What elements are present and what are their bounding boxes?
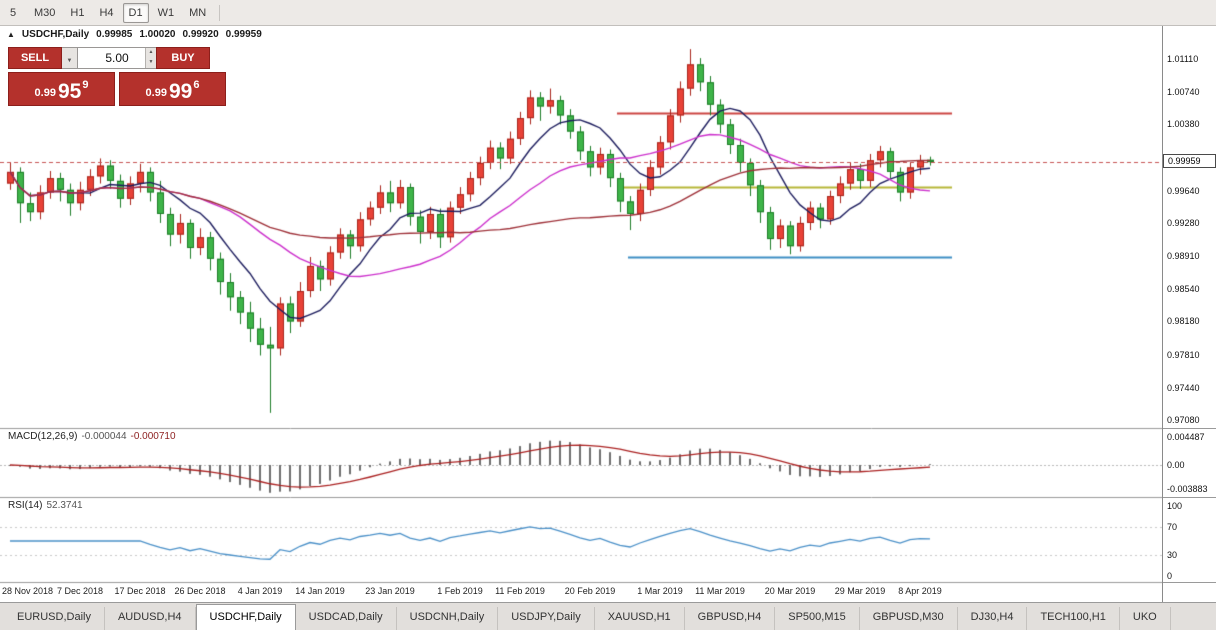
rsi-label: RSI(14) 52.3741: [8, 500, 83, 511]
toolbar-separator: [219, 4, 221, 21]
date-axis-label: 11 Mar 2019: [695, 586, 745, 596]
pane-separator: [1163, 582, 1216, 583]
macd-axis-tick: 0.004487: [1167, 432, 1205, 442]
rsi-name: RSI(14): [8, 500, 43, 511]
sell-price-prefix: 0.99: [34, 87, 56, 99]
chart-tab-gbpusd-m30[interactable]: GBPUSD,M30: [860, 607, 958, 630]
chevron-down-icon[interactable]: ▼: [146, 58, 156, 68]
chevron-up-icon[interactable]: ▲: [146, 48, 156, 58]
volume-input[interactable]: 5.00 ▲ ▼: [78, 47, 156, 69]
chart-tab-bar: EURUSD,Daily AUDUSD,H4 USDCHF,Daily USDCAD,…: [0, 602, 1216, 630]
sell-button[interactable]: SELL: [8, 47, 62, 69]
timeframe-button-5[interactable]: 5: [9, 6, 17, 19]
date-axis-label: 20 Feb 2019: [564, 586, 616, 596]
pane-separator: [1163, 428, 1216, 429]
price-axis-tick: 0.97440: [1167, 382, 1200, 393]
timeframe-button-h1[interactable]: H1: [70, 6, 85, 19]
chart-tab-tech100-h1[interactable]: TECH100,H1: [1027, 607, 1120, 630]
price-axis-tick: 0.98910: [1167, 251, 1200, 262]
date-axis-label: 4 Jan 2019: [237, 586, 283, 596]
buy-button[interactable]: BUY: [156, 47, 210, 69]
rsi-axis-tick: 30: [1167, 550, 1178, 560]
date-axis-label: 8 Apr 2019: [898, 586, 942, 596]
chevron-down-icon: ▼: [66, 58, 73, 64]
timeframe-button-d1[interactable]: D1: [122, 2, 149, 23]
chart-tab-gbpusd-h4[interactable]: GBPUSD,H4: [685, 607, 776, 630]
date-axis-label: 1 Mar 2019: [637, 586, 683, 596]
price-axis-tick: 0.98180: [1167, 316, 1200, 327]
rsi-axis-tick: 70: [1167, 522, 1178, 532]
chart-tab-usdcad-daily[interactable]: USDCAD,Daily: [296, 607, 397, 630]
volume-stepper[interactable]: ▲ ▼: [145, 48, 156, 68]
chart-tab-uko[interactable]: UKO: [1120, 607, 1171, 630]
rsi-axis-tick: 0: [1167, 571, 1173, 581]
price-axis-tick: 0.99280: [1167, 217, 1200, 228]
chart-tab-audusd-h4[interactable]: AUDUSD,H4: [105, 607, 196, 630]
low-value: 0.99920: [182, 29, 219, 40]
price-axis-tick: 1.00380: [1167, 119, 1200, 130]
chart-tab-usdcnh-daily[interactable]: USDCNH,Daily: [397, 607, 499, 630]
date-axis-label: 17 Dec 2018: [114, 586, 166, 596]
price-axis-tick: 0.97810: [1167, 349, 1200, 360]
rsi-value: 52.3741: [46, 500, 83, 511]
date-axis-label: 7 Dec 2018: [56, 586, 104, 596]
high-value: 1.00020: [139, 29, 176, 40]
macd-axis-tick: 0.00: [1167, 460, 1185, 470]
rsi-axis-tick: 100: [1167, 501, 1183, 511]
sell-price-point: 9: [82, 79, 89, 91]
buy-price-button[interactable]: 0.99 99 6: [119, 72, 226, 106]
macd-label: MACD(12,26,9) -0.000044 -0.000710: [8, 431, 176, 442]
date-axis-label: 28 Nov 2018: [2, 586, 54, 596]
pane-separator: [1163, 497, 1216, 498]
macd-main-value: -0.000044: [81, 431, 127, 442]
date-axis-label: 1 Feb 2019: [437, 586, 483, 596]
buy-price-point: 6: [193, 79, 200, 91]
sell-price-button[interactable]: 0.99 95 9: [8, 72, 115, 106]
chart-tab-eurusd-daily[interactable]: EURUSD,Daily: [4, 607, 105, 630]
macd-name: MACD(12,26,9): [8, 431, 78, 442]
open-value: 0.99985: [96, 29, 133, 40]
date-axis-label: 23 Jan 2019: [365, 586, 415, 596]
collapse-panel-icon[interactable]: ▲: [7, 30, 15, 39]
close-value: 0.99959: [225, 29, 262, 40]
one-click-trade-panel: SELL ▼ 5.00 ▲ ▼ BUY 0.99 95 9 0.99 99 6: [8, 47, 226, 106]
timeframe-button-h4[interactable]: H4: [99, 6, 114, 19]
sell-price-pips: 95: [57, 80, 82, 103]
chart-tab-sp500-m15[interactable]: SP500,M15: [775, 607, 860, 630]
date-axis-label: 29 Mar 2019: [834, 586, 886, 596]
volume-value: 5.00: [105, 51, 129, 65]
chart-area: ▲ USDCHF,Daily 0.99985 1.00020 0.99920 0…: [0, 26, 1162, 602]
chart-tab-dj30-h4[interactable]: DJ30,H4: [958, 607, 1028, 630]
buy-price-pips: 99: [168, 80, 193, 103]
date-axis-label: 20 Mar 2019: [764, 586, 816, 596]
timeframe-button-w1[interactable]: W1: [157, 6, 175, 19]
chart-canvas[interactable]: [0, 26, 1162, 602]
chart-tab-usdjpy-daily[interactable]: USDJPY,Daily: [498, 607, 595, 630]
chart-tab-usdchf-daily[interactable]: USDCHF,Daily: [195, 604, 296, 630]
macd-signal-value: -0.000710: [130, 431, 176, 442]
volume-dropdown-button[interactable]: ▼: [62, 47, 78, 69]
price-axis-tick: 1.00740: [1167, 87, 1200, 98]
timeframe-button-m30[interactable]: M30: [34, 6, 56, 19]
price-axis[interactable]: 0.99959 1.01110 1.00740 1.00380 0.99640 0.99…: [1162, 26, 1216, 602]
price-axis-tick: 1.01110: [1167, 54, 1199, 64]
date-axis-label: 11 Feb 2019: [495, 586, 545, 596]
date-axis-label: 14 Jan 2019: [295, 586, 345, 596]
current-price-tag: 0.99959: [1163, 154, 1216, 168]
buy-price-prefix: 0.99: [145, 87, 167, 99]
price-axis-tick: 0.99640: [1167, 185, 1200, 196]
chart-title: ▲ USDCHF,Daily 0.99985 1.00020 0.99920 0…: [7, 29, 262, 40]
macd-axis-tick: -0.003883: [1167, 484, 1208, 495]
timeframe-toolbar: 5 M30 H1 H4 D1 W1 MN: [0, 0, 1216, 26]
chart-tab-xauusd-h1[interactable]: XAUUSD,H1: [595, 607, 685, 630]
price-axis-tick: 0.97080: [1167, 415, 1200, 425]
timeframe-button-mn[interactable]: MN: [189, 6, 207, 19]
date-axis: 28 Nov 2018 7 Dec 2018 17 Dec 2018 26 Dec 2…: [0, 586, 1162, 602]
price-axis-tick: 0.98540: [1167, 284, 1200, 295]
symbol-label: USDCHF,Daily: [21, 29, 90, 40]
date-axis-label: 26 Dec 2018: [174, 586, 226, 596]
